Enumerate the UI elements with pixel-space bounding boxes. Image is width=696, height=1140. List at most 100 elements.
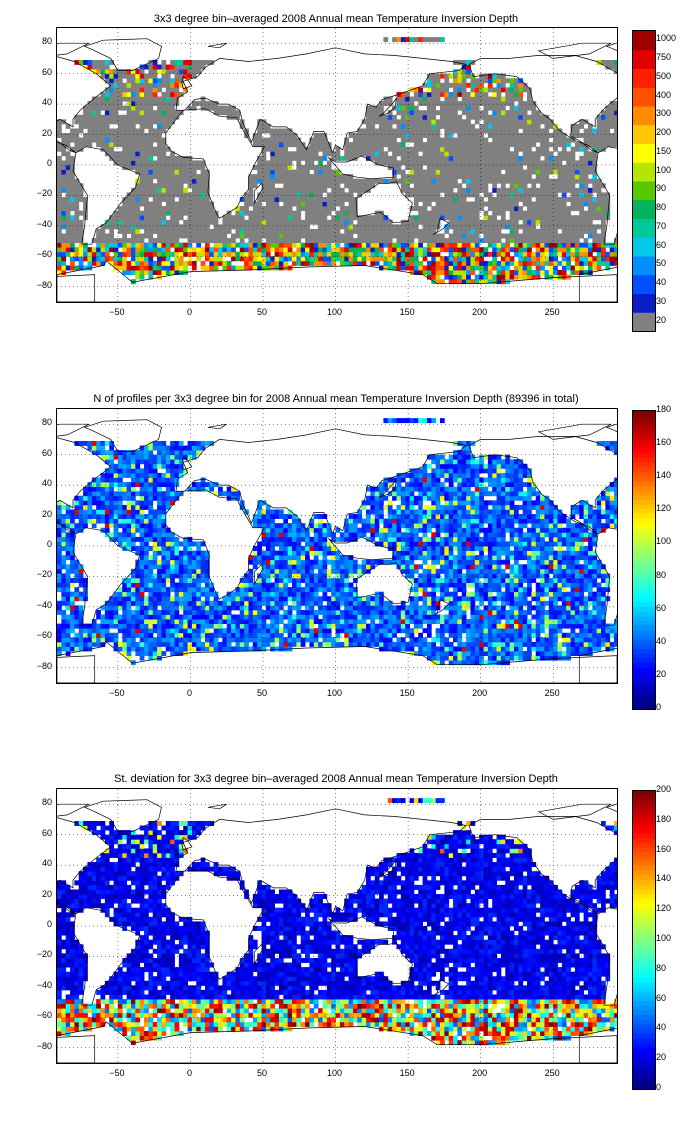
- bin-cell: [57, 260, 62, 266]
- bin-cell: [187, 641, 193, 647]
- bin-cell: [466, 619, 471, 625]
- bin-cell: [174, 110, 180, 116]
- bin-cell: [583, 623, 589, 629]
- bin-cell: [409, 174, 415, 180]
- bin-cell: [505, 233, 511, 239]
- bin-cell: [174, 78, 180, 84]
- bin-cell: [239, 119, 245, 125]
- bin-cell: [157, 256, 162, 262]
- bin-cell: [426, 247, 432, 253]
- bin-cell: [244, 242, 249, 248]
- bin-cell: [305, 155, 310, 161]
- bin-cell: [165, 251, 171, 257]
- bin-cell: [496, 91, 502, 97]
- bin-cell: [70, 174, 75, 180]
- bin-cell: [174, 628, 180, 634]
- bin-cell: [213, 641, 219, 647]
- bin-cell: [57, 123, 62, 129]
- bin-cell: [265, 628, 271, 634]
- bin-cell: [614, 105, 617, 111]
- bin-cell: [357, 256, 363, 262]
- bin-cell: [487, 660, 493, 666]
- bin-cell: [122, 119, 128, 125]
- bin-cell: [583, 192, 589, 198]
- bin-cell: [148, 224, 154, 230]
- bin-cell: [448, 279, 454, 285]
- bin-cell: [257, 265, 262, 271]
- bin-cell: [130, 201, 136, 207]
- bin-cell: [257, 169, 262, 175]
- bin-cell: [178, 64, 184, 70]
- bin-cell: [270, 133, 276, 138]
- bin-cell: [204, 619, 210, 625]
- bin-cell: [109, 614, 114, 620]
- bin-cell: [87, 133, 93, 138]
- bin-cell: [609, 251, 615, 257]
- bin-cell: [96, 96, 101, 102]
- bin-cell: [379, 128, 384, 134]
- bin-cell: [609, 105, 615, 111]
- bin-cell: [287, 201, 293, 207]
- bin-cell: [261, 183, 267, 189]
- bin-cell: [440, 91, 445, 97]
- bin-cell: [113, 119, 119, 125]
- bin-cell: [409, 169, 415, 175]
- bin-cell: [109, 105, 114, 111]
- bin-cell: [583, 260, 589, 266]
- bin-cell: [109, 619, 114, 625]
- bin-cell: [413, 215, 419, 221]
- bin-cell: [444, 87, 450, 93]
- bin-cell: [557, 651, 563, 656]
- bin-cell: [274, 623, 280, 629]
- bin-cell: [117, 69, 123, 75]
- bin-cell: [574, 174, 580, 180]
- bin-cell: [335, 151, 341, 157]
- bin-cell: [457, 641, 463, 647]
- bin-cell: [339, 641, 345, 647]
- bin-cell: [57, 155, 62, 161]
- bin-cell: [474, 146, 480, 152]
- bin-cell: [527, 265, 532, 271]
- bin-cell: [379, 224, 384, 230]
- bin-cell: [431, 256, 437, 262]
- bin-cell: [492, 160, 497, 166]
- bin-cell: [544, 151, 550, 157]
- bin-cell: [126, 69, 132, 75]
- bin-cell: [361, 128, 367, 134]
- bin-cell: [152, 637, 158, 643]
- bin-cell: [248, 210, 254, 216]
- bin-cell: [418, 155, 423, 161]
- bin-cell: [592, 242, 598, 248]
- bin-cell: [361, 215, 367, 221]
- bin-cell: [148, 178, 154, 184]
- bin-cell: [435, 128, 441, 134]
- bin-cell: [570, 233, 576, 239]
- bin-cell: [492, 215, 497, 221]
- bin-cell: [335, 178, 341, 184]
- bin-cell: [540, 178, 545, 184]
- bin-cell: [392, 133, 397, 138]
- bin-cell: [244, 632, 249, 638]
- bin-cell: [461, 59, 467, 65]
- bin-cell: [165, 238, 171, 244]
- bin-cell: [426, 623, 432, 629]
- bin-cell: [366, 215, 371, 221]
- bin-cell: [117, 160, 123, 166]
- bin-cell: [161, 628, 167, 634]
- bin-cell: [244, 619, 249, 625]
- bin-cell: [292, 238, 297, 244]
- bin-cell: [130, 73, 136, 79]
- colorbar-tick-label: 20: [656, 314, 667, 325]
- bin-cell: [109, 101, 114, 107]
- bin-cell: [574, 247, 580, 253]
- bin-cell: [400, 178, 406, 184]
- bin-cell: [278, 233, 284, 239]
- y-tick-label: −60: [36, 249, 52, 260]
- bin-cell: [535, 169, 541, 175]
- bin-cell: [144, 160, 149, 166]
- bin-cell: [187, 73, 193, 79]
- bin-cell: [561, 201, 567, 207]
- bin-cell: [61, 247, 67, 253]
- bin-cell: [126, 270, 132, 275]
- bin-cell: [496, 219, 502, 225]
